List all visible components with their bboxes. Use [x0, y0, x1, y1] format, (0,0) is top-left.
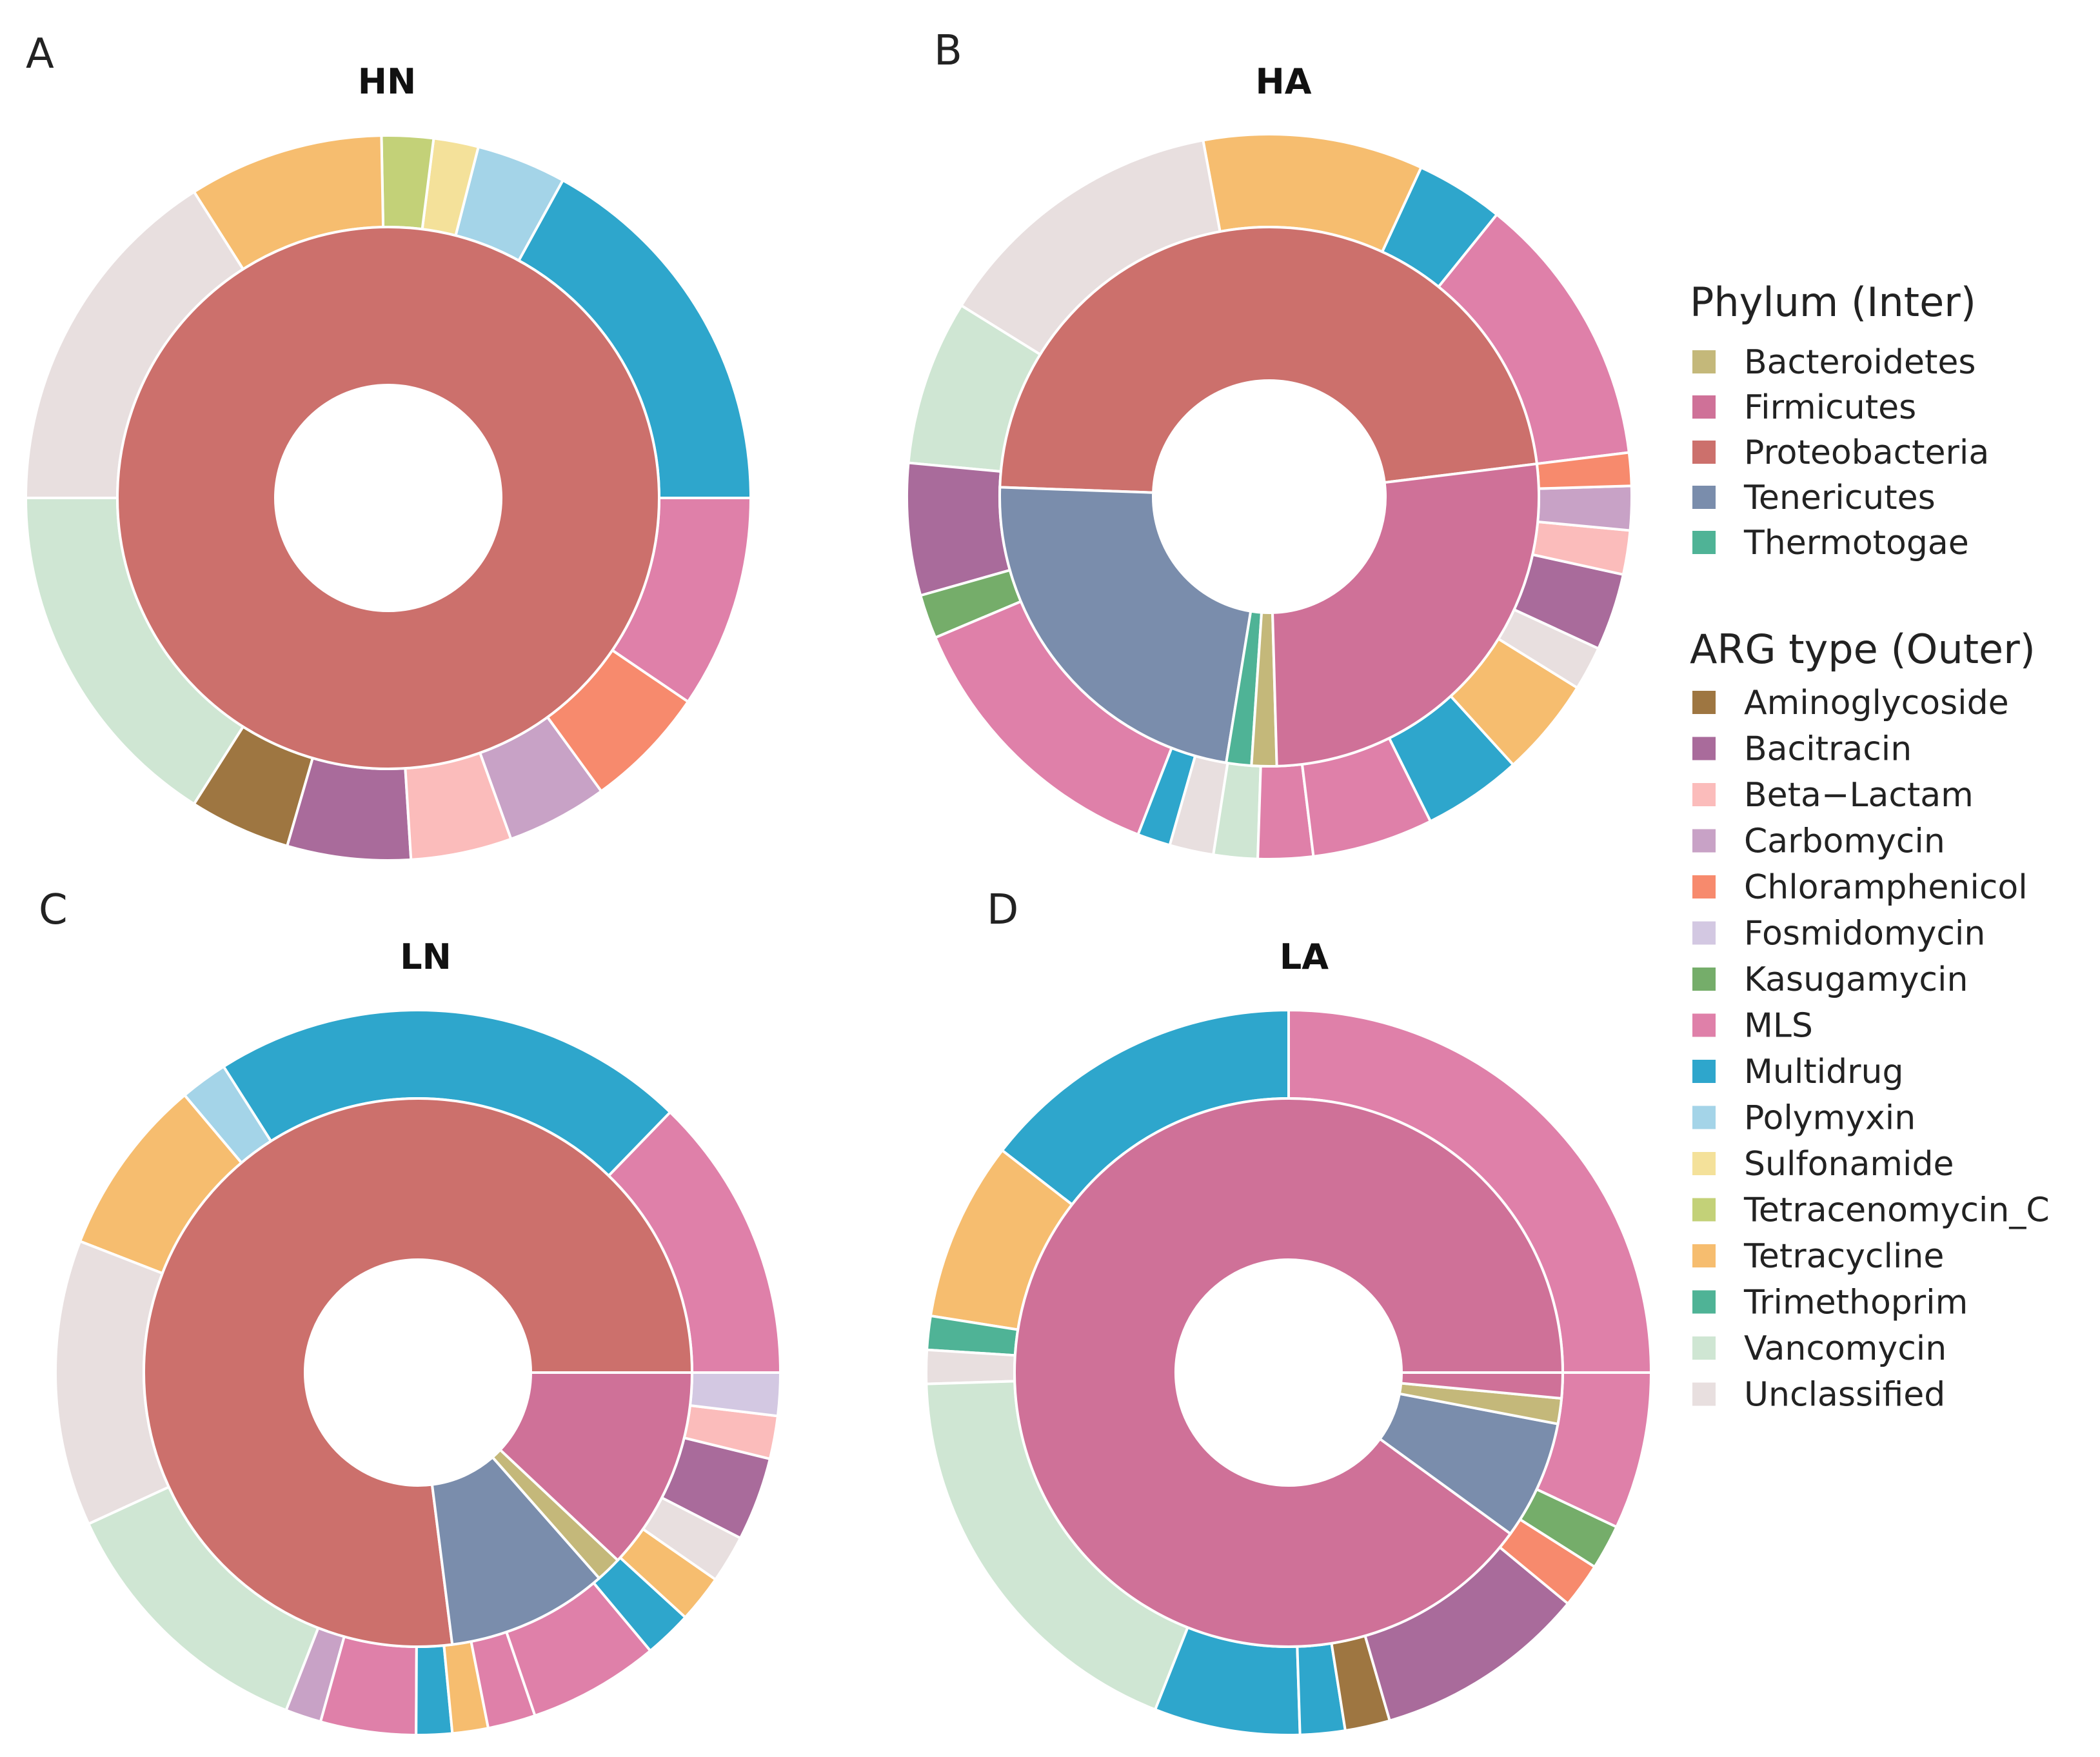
legend-phylum-title: Phylum (Inter): [1690, 279, 1976, 326]
inner-slice-firmicutes: [1271, 462, 1540, 768]
panel-d: D LA: [925, 886, 1653, 1736]
panel-c: C LN: [39, 886, 782, 1737]
legend: Phylum (Inter) Bacteroidetes Firmicutes Pr…: [1690, 279, 2050, 1415]
legend-swatch-sulfonamide: [1692, 1152, 1716, 1175]
panel-title: LA: [1280, 937, 1329, 977]
donut-ha: [906, 133, 1633, 861]
donut-la: [925, 1008, 1653, 1736]
inner-slice-firmicutes: [498, 1371, 694, 1562]
legend-swatch-tetracenomycin-c: [1692, 1198, 1716, 1222]
legend-label-beta-lactam: Beta−Lactam: [1744, 776, 1974, 815]
panel-letter: C: [39, 886, 68, 934]
outer-slice-unclassified: [925, 1348, 1016, 1385]
inner-slice-tenericutes: [430, 1455, 601, 1646]
legend-label-bacitracin: Bacitracin: [1744, 730, 1912, 769]
legend-swatch-bacitracin: [1692, 737, 1716, 760]
legend-label-tetracycline: Tetracycline: [1743, 1237, 1944, 1276]
legend-label-kasugamycin: Kasugamycin: [1744, 960, 1968, 999]
legend-label-multidrug: Multidrug: [1744, 1053, 1903, 1091]
legend-arg-title: ARG type (Outer): [1690, 626, 2036, 673]
panel-letter: D: [987, 886, 1018, 934]
legend-label-polymyxin: Polymyxin: [1744, 1099, 1916, 1138]
panel-title: LN: [400, 937, 451, 977]
legend-swatch-thermotogae: [1692, 531, 1716, 554]
legend-label-tetracenomycin-c: Tetracenomycin_C: [1743, 1191, 2050, 1230]
outer-slice-carbomycin: [1536, 484, 1633, 532]
legend-label-carbomycin: Carbomycin: [1744, 822, 1945, 861]
inner-slice-firmicutes: [1013, 1097, 1565, 1648]
legend-swatch-trimethoprim: [1692, 1290, 1716, 1314]
legend-label-vancomycin: Vancomycin: [1744, 1329, 1946, 1368]
legend-label-trimethoprim: Trimethoprim: [1743, 1284, 1968, 1322]
legend-label-fosmidomycin: Fosmidomycin: [1744, 915, 1985, 953]
legend-swatch-kasugamycin: [1692, 968, 1716, 991]
legend-phylum-items: Bacteroidetes Firmicutes Proteobacteria Ten…: [1692, 343, 1989, 562]
inner-slice-proteobacteria: [115, 226, 661, 770]
legend-label-mls: MLS: [1744, 1007, 1813, 1046]
inner-slice-tenericutes: [998, 486, 1253, 764]
legend-label-proteobacteria: Proteobacteria: [1744, 433, 1989, 472]
panel-title: HA: [1256, 61, 1312, 102]
donut-ln: [54, 1009, 782, 1737]
legend-label-firmicutes: Firmicutes: [1744, 388, 1916, 427]
legend-swatch-firmicutes: [1692, 395, 1716, 419]
legend-label-unclassified: Unclassified: [1744, 1376, 1945, 1415]
legend-swatch-proteobacteria: [1692, 441, 1716, 464]
legend-label-sulfonamide: Sulfonamide: [1744, 1145, 1954, 1184]
legend-label-tenericutes: Tenericutes: [1743, 479, 1936, 517]
legend-swatch-polymyxin: [1692, 1106, 1716, 1129]
panel-b: B HA: [906, 27, 1633, 861]
panel-letter: B: [934, 27, 962, 75]
legend-swatch-mls: [1692, 1013, 1716, 1037]
inner-slice-firmicutes: [1400, 1371, 1565, 1400]
panel-letter: A: [26, 30, 54, 78]
legend-swatch-tetracycline: [1692, 1244, 1716, 1267]
legend-swatch-tenericutes: [1692, 486, 1716, 509]
legend-label-thermotogae: Thermotogae: [1743, 524, 1969, 562]
legend-swatch-vancomycin: [1692, 1336, 1716, 1360]
legend-swatch-aminoglycoside: [1692, 691, 1716, 714]
legend-label-aminoglycoside: Aminoglycoside: [1744, 684, 2009, 722]
legend-arg-items: Aminoglycoside Bacitracin Beta−Lactam Carbo…: [1692, 684, 2050, 1415]
legend-label-bacteroidetes: Bacteroidetes: [1744, 343, 1976, 382]
panel-title: HN: [358, 61, 416, 102]
donut-hn: [24, 134, 753, 862]
legend-label-chloramphenicol: Chloramphenicol: [1744, 868, 2028, 907]
inner-slice-proteobacteria: [998, 226, 1539, 494]
legend-swatch-fosmidomycin: [1692, 921, 1716, 945]
legend-swatch-chloramphenicol: [1692, 875, 1716, 898]
legend-swatch-carbomycin: [1692, 829, 1716, 853]
legend-swatch-multidrug: [1692, 1060, 1716, 1083]
inner-slice-proteobacteria: [143, 1097, 694, 1648]
legend-swatch-bacteroidetes: [1692, 350, 1716, 373]
legend-swatch-unclassified: [1692, 1382, 1716, 1406]
legend-swatch-beta-lactam: [1692, 783, 1716, 806]
panel-a: A HN: [24, 30, 753, 862]
